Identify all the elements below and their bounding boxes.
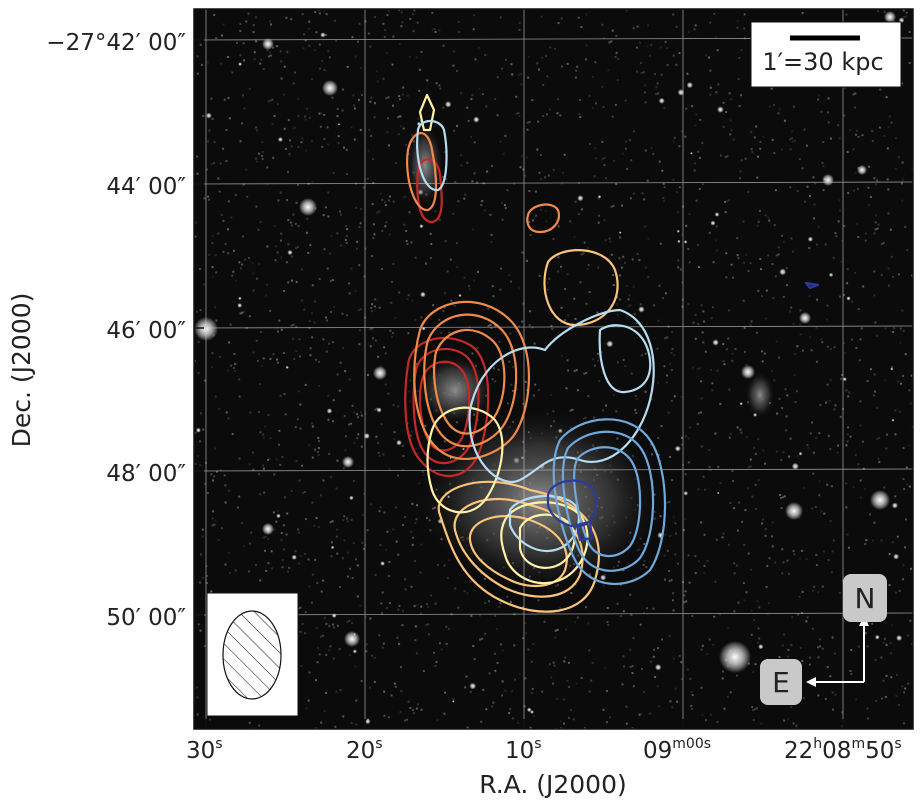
optical-image: [194, 9, 913, 729]
y-tick-label-3: 48′ 00″: [106, 461, 186, 487]
coordinate-grid: [194, 9, 913, 729]
y-tick-label-4: 50′ 00″: [106, 605, 186, 631]
compass-north-label: N: [855, 582, 876, 615]
x-tick-label-10: 10s: [505, 736, 542, 764]
contour-lightorange: [437, 249, 619, 613]
y-tick-label-2: 46′ 00″: [106, 318, 186, 344]
scale-bar-label: 1′=30 kpc: [762, 48, 883, 76]
contour-lightblue: [416, 119, 655, 553]
y-axis-label: Dec. (J2000): [7, 293, 36, 448]
axis-ticks: [194, 39, 844, 729]
x-tick-label-09m00s: 09m00s: [643, 736, 711, 764]
x-axis-label: R.A. (J2000): [479, 770, 627, 799]
y-tick-label-0: −27°42′ 00″: [46, 30, 186, 56]
contour-cream: [418, 93, 589, 585]
x-tick-labels: 30s 20s 10s 09m00s 22h08m50s: [186, 736, 902, 764]
y-tick-label-1: 44′ 00″: [106, 174, 186, 200]
compass-east-label: E: [772, 666, 790, 699]
plot-frame: [193, 8, 914, 730]
scale-bar: 1′=30 kpc: [750, 21, 902, 88]
radio-contours: [404, 93, 820, 613]
x-tick-label-22h08m50s: 22h08m50s: [784, 736, 902, 764]
image-content: [194, 9, 913, 729]
contour-darkblue: [546, 281, 820, 542]
x-tick-label-30: 30s: [186, 736, 223, 764]
compass: N E: [760, 574, 887, 705]
x-tick-label-20: 20s: [346, 736, 383, 764]
y-tick-labels: −27°42′ 00″ 44′ 00″ 46′ 00″ 48′ 00″ 50′ …: [46, 30, 186, 631]
beam-ellipse: [206, 592, 299, 717]
